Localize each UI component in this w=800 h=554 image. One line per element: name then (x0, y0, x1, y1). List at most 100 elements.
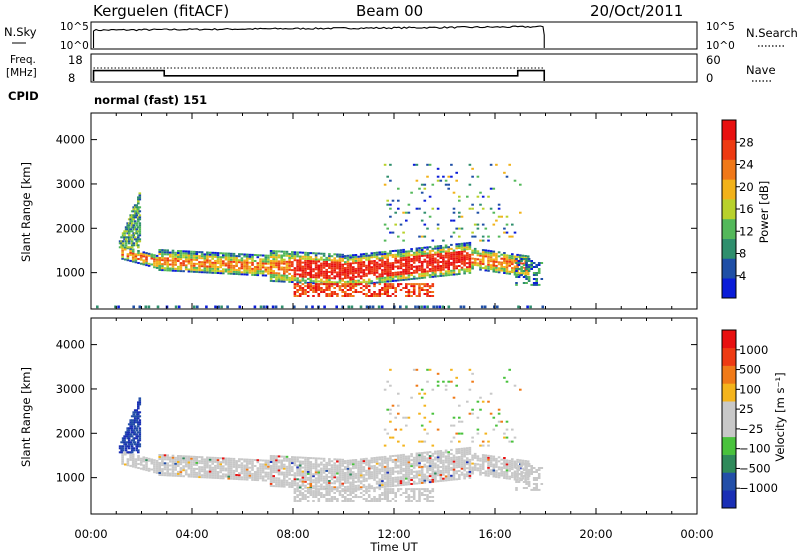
velocity-cell (333, 482, 336, 485)
power-cell (124, 246, 127, 249)
velocity-cell (370, 459, 374, 462)
velocity-cell (455, 470, 458, 473)
velocity-cell (537, 473, 541, 475)
velocity-cell (126, 429, 129, 432)
velocity-cell (126, 433, 129, 436)
velocity-cell (190, 461, 193, 464)
velocity-cell (126, 437, 129, 440)
power-cell (192, 266, 196, 269)
velocity-cell (330, 460, 334, 463)
power-cell (312, 289, 315, 291)
velocity-cell (349, 498, 352, 500)
velocity-cell (420, 479, 424, 482)
power-cell (163, 257, 167, 260)
power-cell (145, 254, 148, 257)
power-cell (314, 287, 318, 289)
power-cell (458, 259, 461, 261)
power-cell (275, 260, 278, 263)
velocity-cell (317, 469, 321, 472)
velocity-cell (458, 440, 461, 443)
power-cell (515, 274, 518, 276)
power-cell (293, 287, 297, 289)
power-cell (306, 267, 310, 270)
power-cell (505, 270, 509, 273)
velocity-cell (503, 465, 506, 467)
velocity-cell (198, 470, 201, 473)
power-cell (381, 281, 384, 284)
power-cell (349, 262, 352, 265)
power-cell (511, 255, 514, 258)
velocity-cell (426, 477, 429, 480)
power-cell (179, 270, 183, 273)
power-cell (261, 272, 265, 275)
velocity-cell (139, 461, 143, 464)
velocity-cell (309, 461, 313, 464)
velocity-cell (280, 459, 283, 462)
power-cell (513, 259, 517, 262)
velocity-cell (240, 466, 244, 469)
power-cell (378, 283, 382, 286)
velocity-cell (195, 467, 199, 470)
power-cell (288, 261, 291, 263)
power-cell (479, 254, 482, 257)
power-cell (330, 273, 334, 276)
power-cell (296, 285, 299, 288)
power-cell (155, 254, 159, 257)
velocity-cell (511, 466, 514, 469)
velocity-cell (412, 368, 416, 371)
power-cell (133, 222, 137, 225)
power-cell (426, 289, 429, 291)
velocity-cell (330, 482, 334, 485)
power-cell (354, 269, 358, 272)
velocity-cell (338, 468, 342, 471)
power-cell (439, 247, 443, 249)
power-cell (158, 251, 161, 253)
power-cell (338, 275, 342, 278)
power-cell (243, 255, 246, 258)
power-cell (373, 256, 376, 258)
velocity-cell (195, 460, 199, 462)
power-cell (489, 268, 493, 271)
power-cell (397, 277, 400, 280)
velocity-cell (346, 463, 350, 466)
velocity-cell (535, 479, 538, 481)
velocity-cell (418, 482, 421, 485)
power-cell (402, 248, 405, 251)
velocity-cell (436, 450, 440, 453)
velocity-cell (280, 467, 283, 470)
velocity-cell (520, 463, 523, 465)
velocity-cell (208, 472, 212, 475)
velocity-cell (505, 436, 509, 439)
power-cell (137, 230, 140, 233)
velocity-cell (410, 477, 413, 479)
velocity-cell (399, 488, 403, 491)
power-cell (394, 223, 397, 226)
power-cell (304, 257, 307, 260)
velocity-cell (272, 465, 275, 468)
velocity-cell (291, 466, 294, 469)
velocity-cell (275, 467, 278, 470)
velocity-cell (132, 423, 135, 426)
power-cell (280, 256, 283, 259)
power-cell (407, 289, 411, 291)
velocity-cell (138, 437, 142, 440)
velocity-cell (466, 475, 469, 478)
power-cell (203, 253, 207, 256)
velocity-cell (166, 464, 169, 467)
power-cell (264, 254, 268, 257)
power-cell (442, 268, 445, 271)
velocity-cell (198, 456, 201, 459)
velocity-cell (471, 468, 474, 471)
velocity-cell (272, 457, 275, 460)
power-cell (389, 272, 392, 275)
velocity-cell (121, 454, 124, 457)
velocity-cell (450, 460, 453, 463)
power-cell (285, 274, 289, 277)
velocity-cell (410, 473, 413, 475)
velocity-cell (153, 463, 156, 466)
power-cell (527, 280, 531, 282)
velocity-cell (458, 466, 461, 468)
power-cell (280, 305, 284, 309)
velocity-cell (245, 460, 249, 463)
power-cell (450, 271, 453, 274)
